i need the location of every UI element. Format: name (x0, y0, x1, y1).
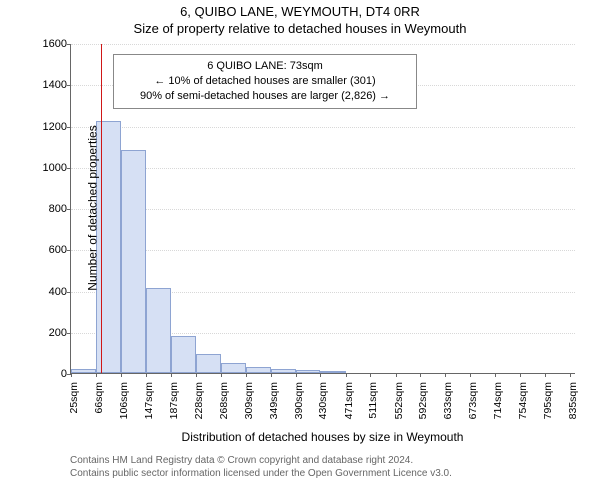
x-tick-label: 147sqm (137, 382, 155, 419)
histogram-bar (121, 150, 146, 373)
histogram-bar (196, 354, 221, 373)
x-tick (121, 373, 122, 377)
histogram-bar (171, 336, 196, 373)
x-tick-label: 552sqm (387, 382, 405, 419)
x-tick-label: 835sqm (561, 382, 579, 419)
y-tick-label: 400 (49, 286, 71, 298)
footer-line-1: Contains HM Land Registry data © Crown c… (70, 454, 452, 467)
histogram-bar (320, 371, 345, 373)
y-tick-label: 800 (49, 203, 71, 215)
x-tick-label: 471sqm (337, 382, 355, 419)
x-tick (570, 373, 571, 377)
x-tick-label: 714sqm (486, 382, 504, 419)
x-tick (171, 373, 172, 377)
x-tick-label: 795sqm (536, 382, 554, 419)
histogram-bar (246, 367, 271, 373)
histogram-plot: 020040060080010001200140016006 QUIBO LAN… (70, 44, 575, 374)
x-tick (96, 373, 97, 377)
callout-smaller: ← 10% of detached houses are smaller (30… (120, 74, 410, 89)
x-tick-label: 66sqm (87, 382, 105, 414)
x-tick (396, 373, 397, 377)
x-tick (296, 373, 297, 377)
x-tick (271, 373, 272, 377)
gridline (71, 250, 575, 251)
callout-title: 6 QUIBO LANE: 73sqm (120, 59, 410, 74)
x-tick-label: 187sqm (162, 382, 180, 419)
x-tick-label: 633sqm (436, 382, 454, 419)
gridline (71, 44, 575, 45)
x-tick-label: 511sqm (361, 382, 379, 419)
y-tick-label: 1400 (43, 79, 71, 91)
x-tick-label: 309sqm (237, 382, 255, 419)
y-tick-label: 1000 (43, 162, 71, 174)
property-marker-line (101, 44, 102, 373)
x-tick (146, 373, 147, 377)
x-tick-label: 25sqm (62, 382, 80, 414)
y-tick-label: 1600 (43, 38, 71, 50)
x-tick (71, 373, 72, 377)
x-tick (470, 373, 471, 377)
histogram-bar (146, 288, 171, 373)
x-tick-label: 390sqm (287, 382, 305, 419)
x-tick (320, 373, 321, 377)
x-tick (495, 373, 496, 377)
gridline (71, 209, 575, 210)
footer-line-2: Contains public sector information licen… (70, 467, 452, 480)
x-tick (196, 373, 197, 377)
chart-subtitle: Size of property relative to detached ho… (0, 19, 600, 36)
x-tick-label: 673sqm (461, 382, 479, 419)
histogram-bar (221, 363, 246, 373)
gridline (71, 127, 575, 128)
property-callout: 6 QUIBO LANE: 73sqm← 10% of detached hou… (113, 54, 417, 109)
histogram-bar (271, 369, 296, 373)
x-tick (520, 373, 521, 377)
x-tick (246, 373, 247, 377)
x-tick-label: 754sqm (511, 382, 529, 419)
y-tick-label: 0 (61, 368, 71, 380)
x-tick (346, 373, 347, 377)
x-axis-label: Distribution of detached houses by size … (70, 430, 575, 444)
gridline (71, 168, 575, 169)
histogram-bar (71, 369, 96, 373)
y-tick-label: 200 (49, 327, 71, 339)
x-tick-label: 349sqm (262, 382, 280, 419)
x-tick-label: 106sqm (112, 382, 130, 419)
x-tick (445, 373, 446, 377)
callout-larger: 90% of semi-detached houses are larger (… (120, 89, 410, 104)
x-tick (545, 373, 546, 377)
x-tick (221, 373, 222, 377)
x-tick-label: 228sqm (187, 382, 205, 419)
x-tick-label: 592sqm (411, 382, 429, 419)
y-tick-label: 1200 (43, 121, 71, 133)
x-tick-label: 430sqm (311, 382, 329, 419)
x-tick (420, 373, 421, 377)
y-tick-label: 600 (49, 244, 71, 256)
x-tick (370, 373, 371, 377)
histogram-bar (296, 370, 321, 373)
x-tick-label: 268sqm (212, 382, 230, 419)
y-axis-label: Number of detached properties (86, 125, 100, 290)
address-line: 6, QUIBO LANE, WEYMOUTH, DT4 0RR (0, 0, 600, 19)
attribution-footer: Contains HM Land Registry data © Crown c… (70, 454, 452, 480)
